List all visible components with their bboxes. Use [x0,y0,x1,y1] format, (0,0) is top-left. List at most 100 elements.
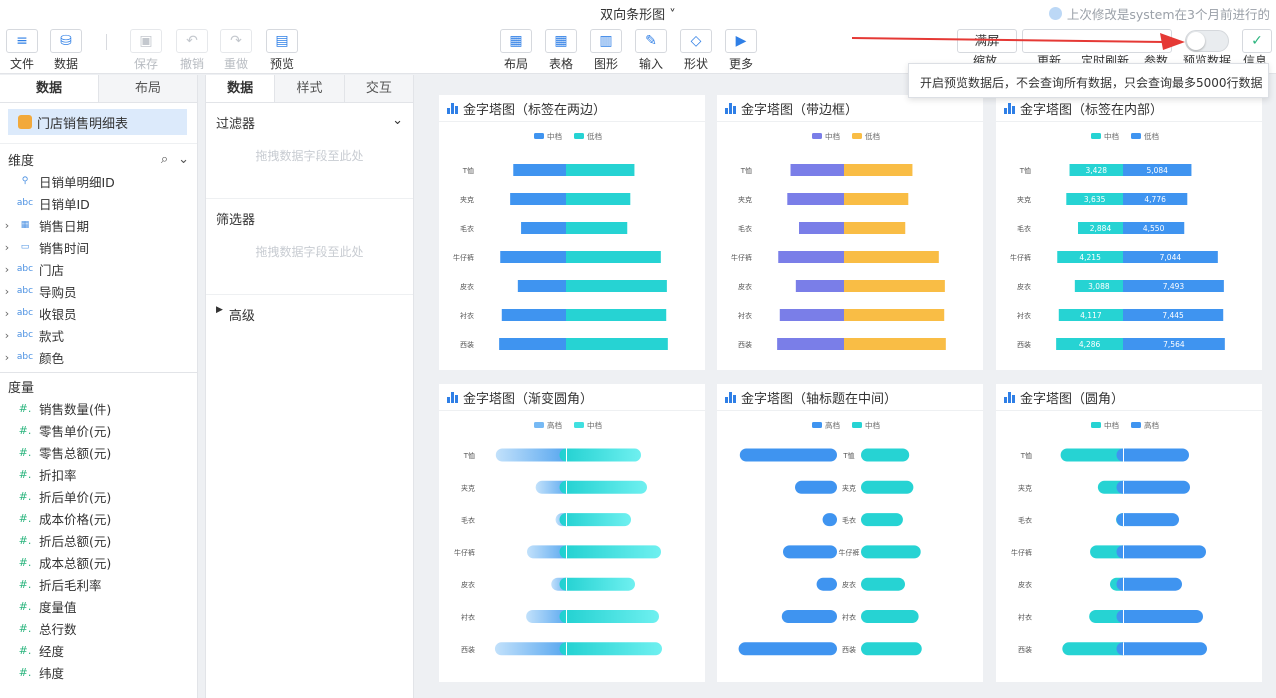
bar-left[interactable] [822,513,837,527]
bar-right[interactable] [566,338,668,350]
toolbar-button-1[interactable]: ⛁ 数据 [48,29,84,72]
measure-field[interactable]: #. 纬度 [0,661,197,683]
chart-card[interactable]: 金字塔图（标签在两边） 中档 低档 T恤 夹克 毛衣 牛仔裤 皮衣 衬衣 西装 [439,95,705,370]
bar-left[interactable] [1066,193,1123,205]
bar-right[interactable] [559,610,660,623]
selector-dropzone[interactable]: 拖拽数据字段至此处 [255,245,364,259]
bar-right[interactable] [844,309,945,321]
bar-right[interactable] [1123,280,1224,292]
toolbar-button-5[interactable]: ▤ 预览 [264,29,300,72]
dimension-field[interactable]: › abc 导购员 [0,280,197,302]
measure-field[interactable]: #. 成本价格(元) [0,507,197,529]
insert-button-4[interactable]: ◇ 形状 [678,29,714,72]
expand-caret-icon[interactable]: › [4,240,10,254]
bar-left[interactable] [1060,448,1130,462]
legend-swatch[interactable] [574,422,584,428]
bar-right[interactable] [566,251,661,263]
chart-card[interactable]: 金字塔图（渐变圆角） 高档 中档 T恤 夹克 毛衣 牛仔裤 皮衣 衬衣 西装 [439,384,705,682]
toolbar-button-3[interactable]: ↶ 撤销 [174,29,210,72]
bar-right[interactable] [1116,577,1183,591]
toolbar-button-4[interactable]: ↷ 重做 [218,29,254,72]
dimension-field[interactable]: › abc 款式 [0,324,197,346]
chevron-down-icon[interactable]: ⌄ [392,113,403,128]
bar-left[interactable] [795,480,837,494]
dimension-field[interactable]: › abc 收银员 [0,302,197,324]
insert-button-0[interactable]: ▦ 布局 [498,29,534,72]
expand-caret-icon[interactable]: › [4,328,10,342]
bar-left[interactable] [783,545,837,559]
bar-left[interactable] [816,577,837,591]
bar-left[interactable] [510,193,566,205]
bar-left[interactable] [1058,309,1123,321]
bar-right[interactable] [1116,448,1190,462]
bar-right[interactable] [844,280,945,292]
measure-field[interactable]: #. 总行数 [0,617,197,639]
legend-swatch[interactable] [852,422,862,428]
bar-left[interactable] [517,280,566,292]
tab-config-data[interactable]: 数据 [206,75,275,102]
tab-data[interactable]: 数据 [0,75,98,102]
bar-right[interactable] [861,513,903,527]
bar-right[interactable] [559,448,642,462]
bar-left[interactable] [1062,642,1130,656]
bar-left[interactable] [795,280,844,292]
bar-right[interactable] [1123,164,1192,176]
bar-right[interactable] [559,545,662,559]
bar-left[interactable] [1057,251,1123,263]
chart-card[interactable]: 金字塔图（圆角） 中档 高档 T恤 夹克 毛衣 牛仔裤 皮衣 衬衣 西装 [996,384,1262,682]
dimension-field[interactable]: › abc 门店 [0,258,197,280]
advanced-section[interactable]: ▶ 高级 [206,295,413,334]
bar-left[interactable] [738,642,837,656]
legend-swatch[interactable] [852,133,862,139]
bar-left[interactable] [779,309,844,321]
bar-right[interactable] [1116,610,1204,623]
chart-card[interactable]: 金字塔图（标签在内部） 中档 低档 T恤 3,428 5,084 夹克 3,635 4,776 毛… [996,95,1262,370]
bar-right[interactable] [1123,251,1218,263]
dimension-field[interactable]: › ▭ 销售时间 [0,236,197,258]
measure-field[interactable]: #. 折后单价(元) [0,485,197,507]
bar-left[interactable] [739,448,837,462]
bar-right[interactable] [559,513,632,527]
bar-right[interactable] [566,193,631,205]
insert-button-5[interactable]: ▶ 更多 [723,29,759,72]
expand-caret-icon[interactable]: › [4,218,10,232]
bar-right[interactable] [861,480,914,494]
bar-right[interactable] [1116,545,1207,559]
bar-right[interactable] [844,222,906,234]
bar-right[interactable] [1116,480,1191,494]
filter-dropzone[interactable]: 拖拽数据字段至此处 [255,149,364,163]
preview-data-toggle[interactable] [1185,30,1229,52]
chart-card[interactable]: 金字塔图（带边框） 中档 低档 T恤 夹克 毛衣 牛仔裤 皮衣 衬衣 西装 [717,95,983,370]
measure-field[interactable]: #. 折后毛利率 [0,573,197,595]
legend-swatch[interactable] [1131,133,1141,139]
chart-card[interactable]: 金字塔图（轴标题在中间） 高档 中档 T恤 夹克 毛衣 牛仔裤 皮衣 衬衣 西装 [717,384,983,682]
bar-right[interactable] [566,164,635,176]
bar-left[interactable] [781,610,837,623]
legend-swatch[interactable] [1091,422,1101,428]
bar-right[interactable] [559,642,663,656]
measure-field[interactable]: #. 度量值 [0,595,197,617]
legend-swatch[interactable] [534,422,544,428]
measure-field[interactable]: #. 折后总额(元) [0,529,197,551]
report-title[interactable]: 双向条形图 ˅ [600,8,676,23]
bar-left[interactable] [790,164,844,176]
legend-swatch[interactable] [1091,133,1101,139]
bar-right[interactable] [861,610,919,623]
bar-left[interactable] [1056,338,1123,350]
bar-right[interactable] [861,577,905,591]
expand-caret-icon[interactable]: › [4,306,10,320]
legend-swatch[interactable] [812,133,822,139]
measure-field[interactable]: #. 成本总额(元) [0,551,197,573]
tab-config-style[interactable]: 样式 [274,75,344,102]
bar-right[interactable] [566,280,667,292]
bar-right[interactable] [844,251,939,263]
measure-field[interactable]: #. 经度 [0,639,197,661]
insert-button-1[interactable]: ▦ 表格 [543,29,579,72]
datasource-item[interactable]: 门店销售明细表 [8,109,187,135]
bar-left[interactable] [1074,280,1123,292]
bar-right[interactable] [844,338,946,350]
expand-caret-icon[interactable]: › [4,350,10,364]
bar-left[interactable] [787,193,844,205]
bar-left[interactable] [495,448,573,462]
bar-left[interactable] [501,309,566,321]
